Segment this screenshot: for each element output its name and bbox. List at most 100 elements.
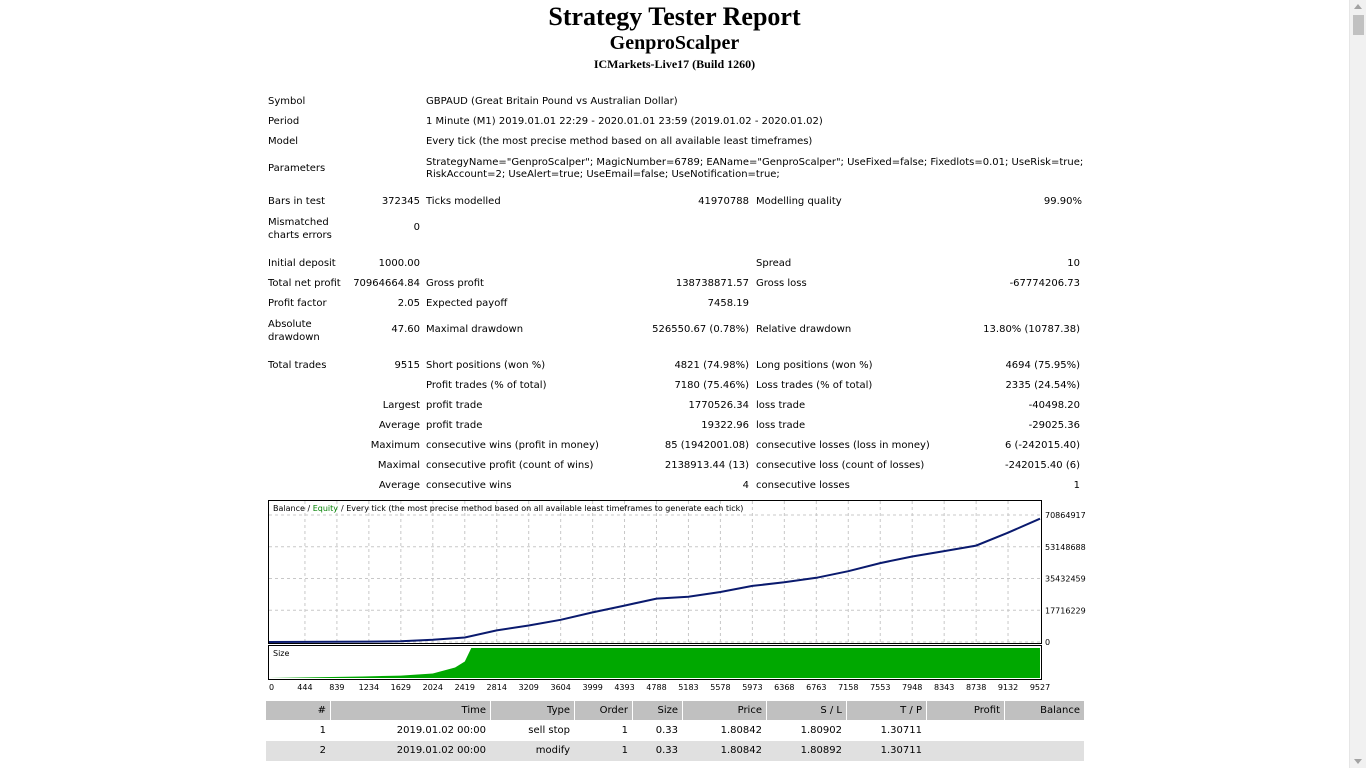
- expected-payoff-label: Expected payoff: [426, 298, 508, 309]
- col-header: Type: [490, 701, 574, 720]
- symbol-label: Symbol: [268, 96, 306, 107]
- gross-profit-label: Gross profit: [426, 278, 484, 289]
- y-tick-label: 35432459: [1045, 575, 1086, 584]
- bars-label: Bars in test: [268, 196, 325, 207]
- loss-trades-label: Loss trades (% of total): [756, 380, 873, 391]
- gross-loss-label: Gross loss: [756, 278, 807, 289]
- table-cell: 2019.01.02 00:00: [396, 745, 486, 756]
- x-tick-label: 3999: [582, 683, 602, 692]
- col-header: Size: [632, 701, 682, 720]
- mismatch-value: 0: [413, 222, 420, 233]
- x-tick-label: 6368: [774, 683, 794, 692]
- largest-profit-value: 1770526.34: [688, 400, 749, 411]
- col-header: Balance: [1004, 701, 1084, 720]
- period-value: 1 Minute (M1) 2019.01.01 22:29 - 2020.01…: [426, 116, 823, 127]
- table-cell: 1.80842: [720, 745, 762, 756]
- long-label: Long positions (won %): [756, 360, 873, 371]
- rel-dd-value: 13.80% (10787.38): [983, 324, 1080, 335]
- col-header: Price: [682, 701, 766, 720]
- max-cons-wins-value: 85 (1942001.08): [664, 440, 749, 451]
- rel-dd-label: Relative drawdown: [756, 324, 852, 335]
- short-value: 4821 (74.98%): [674, 360, 749, 371]
- size-area-fill: [269, 648, 1040, 678]
- max-cons-losses-label: consecutive losses (loss in money): [756, 440, 930, 451]
- max-cons-wins-label: consecutive wins (profit in money): [426, 440, 599, 451]
- scroll-down-icon[interactable]: [1354, 759, 1362, 764]
- table-cell: 1: [621, 725, 628, 736]
- average-profit-label: profit trade: [426, 420, 483, 431]
- spread-value: 10: [1067, 258, 1080, 269]
- size-label: Size: [273, 649, 290, 658]
- total-trades-value: 9515: [394, 360, 420, 371]
- table-cell: [926, 721, 1004, 741]
- x-tick-label: 444: [297, 683, 312, 692]
- legend-equity: Equity: [313, 504, 339, 513]
- total-trades-label: Total trades: [268, 360, 327, 371]
- x-tick-label: 4393: [614, 683, 634, 692]
- maximal-label: Maximal: [377, 460, 420, 471]
- scroll-thumb[interactable]: [1353, 15, 1364, 35]
- loss-trades-value: 2335 (24.54%): [1005, 380, 1080, 391]
- y-tick-label: 53148688: [1045, 543, 1086, 552]
- col-header: Order: [574, 701, 632, 720]
- table-cell: 1: [621, 745, 628, 756]
- average-label: Average: [378, 420, 420, 431]
- x-tick-label: 4788: [646, 683, 666, 692]
- short-label: Short positions (won %): [426, 360, 546, 371]
- y-tick-label: 0: [1045, 638, 1050, 647]
- table-cell: [926, 741, 1004, 761]
- balance-line: [268, 517, 1041, 643]
- quality-value: 99.90%: [1043, 196, 1082, 207]
- table-cell: 1.80892: [800, 745, 842, 756]
- table-row: 2 2019.01.02 00:00 modify 1 0.33 1.80842 1.808…: [266, 741, 1084, 761]
- x-tick-label: 5183: [678, 683, 698, 692]
- table-cell: modify: [535, 745, 570, 756]
- table-cell: 1.30711: [880, 745, 922, 756]
- size-area: [269, 648, 1040, 678]
- bars-value: 372345: [381, 196, 420, 207]
- legend-balance: Balance: [273, 504, 305, 513]
- col-header: #: [317, 705, 326, 716]
- parameters-line-1: StrategyName="GenproScalper"; MagicNumbe…: [426, 157, 1084, 168]
- maximal-profit-label: consecutive profit (count of wins): [426, 460, 594, 471]
- maximum-label: Maximum: [370, 440, 420, 451]
- table-cell: 0.33: [655, 745, 678, 756]
- table-cell: 1.80902: [800, 725, 842, 736]
- col-header: T / P: [846, 701, 926, 720]
- x-tick-label: 2814: [487, 683, 507, 692]
- avg-cons-losses-label: consecutive losses: [756, 480, 850, 491]
- model-label: Model: [268, 136, 299, 147]
- y-tick-label: 70864917: [1045, 511, 1086, 520]
- period-label: Period: [268, 116, 300, 127]
- x-tick-label: 9527: [1030, 683, 1050, 692]
- col-header: Profit: [926, 701, 1004, 720]
- vertical-scrollbar[interactable]: [1349, 0, 1366, 768]
- abs-dd-value: 47.60: [391, 324, 420, 335]
- largest-loss-value: -40498.20: [1028, 400, 1080, 411]
- chart-legend: Balance / Equity / Every tick (the most p…: [273, 504, 743, 513]
- table-cell: 1: [319, 725, 326, 736]
- largest-label: Largest: [382, 400, 420, 411]
- table-cell: 2019.01.02 00:00: [396, 725, 486, 736]
- scroll-up-icon[interactable]: [1354, 4, 1362, 9]
- col-header: Time: [330, 701, 490, 720]
- x-tick-label: 7948: [902, 683, 922, 692]
- x-tick-label: 9132: [998, 683, 1018, 692]
- quality-label: Modelling quality: [756, 196, 842, 207]
- largest-loss-label: loss trade: [756, 400, 806, 411]
- x-tick-label: 7158: [838, 683, 858, 692]
- maximal-profit-value: 2138913.44 (13): [664, 460, 749, 471]
- report-title: Strategy Tester Report: [548, 2, 801, 31]
- ticks-value: 41970788: [698, 196, 749, 207]
- net-profit-value: 70964664.84: [353, 278, 420, 289]
- x-tick-label: 1234: [359, 683, 379, 692]
- x-tick-label: 3604: [550, 683, 570, 692]
- x-tick-label: 1629: [391, 683, 411, 692]
- largest-profit-label: profit trade: [426, 400, 483, 411]
- server-build: ICMarkets-Live17 (Build 1260): [593, 57, 756, 71]
- profit-trades-value: 7180 (75.46%): [674, 380, 749, 391]
- x-tick-label: 2024: [423, 683, 443, 692]
- chart-frame: [268, 500, 1042, 644]
- table-cell: 1.30711: [880, 725, 922, 736]
